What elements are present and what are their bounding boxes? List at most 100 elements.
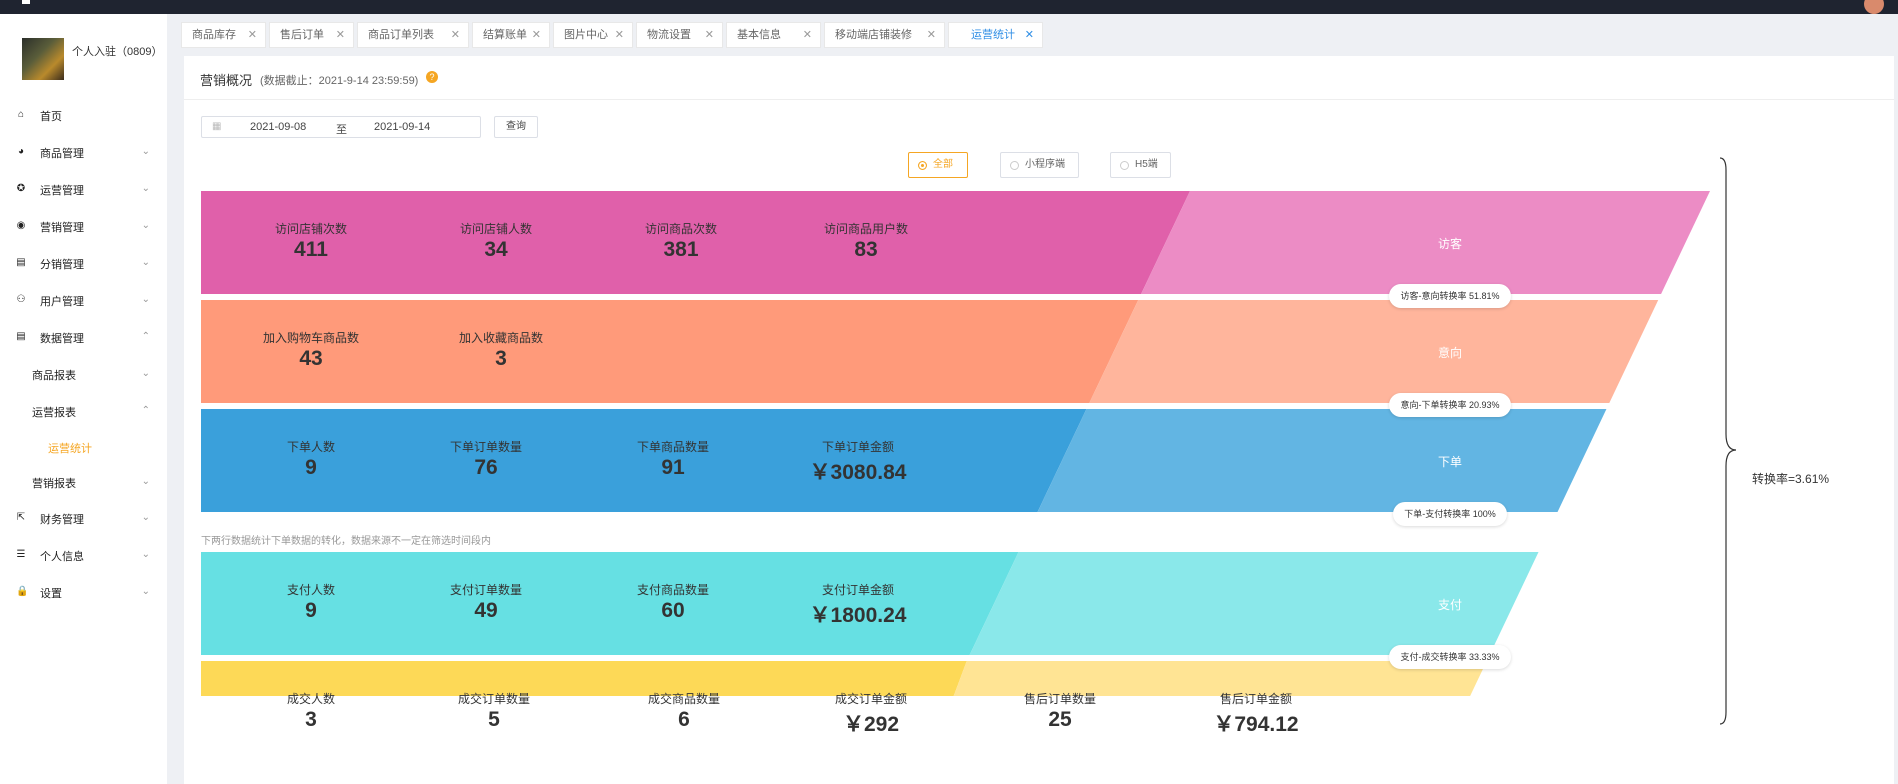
metric-card: 访问商品次数 381 — [611, 220, 751, 262]
tab-item[interactable]: 图片中心 ✕ — [553, 22, 633, 48]
sidebar-sub-marketing-report[interactable]: 营销报表 ⌄ — [0, 471, 167, 493]
chevron-down-icon: ⌄ — [141, 549, 150, 560]
query-button[interactable]: 查询 — [494, 116, 538, 138]
sidebar-sub-ops-stats[interactable]: 运营统计 — [0, 436, 167, 458]
tab-item[interactable]: 商品库存 ✕ — [181, 22, 266, 48]
chevron-down-icon: ⌄ — [141, 294, 150, 305]
conversion-rate-badge: 意向-下单转换率 20.93% — [1389, 393, 1511, 417]
sidebar-item-4[interactable]: ◉ 营销管理 ⌄ — [0, 215, 167, 237]
sidebar-sub-label: 商品报表 — [32, 370, 76, 382]
radio-option[interactable]: 全部 — [908, 152, 968, 178]
metric-value: 3 — [495, 347, 507, 370]
tab-item[interactable]: 基本信息 ✕ — [726, 22, 821, 48]
funnel-stage-2 — [1089, 300, 1659, 403]
close-icon[interactable]: ✕ — [1024, 29, 1034, 41]
funnel-stage-label: 下单 — [1437, 454, 1462, 469]
users-icon: ⚇ — [16, 294, 26, 305]
sidebar-item-label: 分销管理 — [40, 259, 84, 271]
funnel-band-2 — [201, 300, 1139, 403]
tab-item[interactable]: 商品订单列表 ✕ — [357, 22, 469, 48]
metric-value: 43 — [299, 347, 323, 370]
tab-label: 运营统计 — [971, 29, 1015, 41]
metric-label: 成交订单金额 — [834, 692, 907, 706]
metric-card: 支付商品数量 60 — [603, 581, 743, 623]
sidebar-item-label: 财务管理 — [40, 514, 84, 526]
radio-dot — [918, 161, 927, 170]
sidebar-item-1[interactable]: ⌂ 首页 — [0, 104, 167, 126]
list-icon: ☰ — [16, 549, 26, 560]
tab-label: 基本信息 — [737, 29, 781, 41]
metric-value: 76 — [474, 456, 498, 479]
date-range-picker[interactable]: ▦ 2021-09-08 至 2021-09-14 — [201, 116, 481, 138]
tab-item[interactable]: 运营统计 ✕ — [948, 22, 1043, 48]
metric-label: 下单订单金额 — [821, 440, 894, 454]
metric-card: 加入购物车商品数 43 — [241, 329, 381, 371]
metric-value: ￥292 — [842, 713, 900, 736]
sidebar-item-bottom-2[interactable]: ☰ 个人信息 ⌄ — [0, 544, 167, 566]
metric-card: 下单订单数量 76 — [416, 438, 556, 480]
tab-label: 物流设置 — [647, 29, 691, 41]
radio-option[interactable]: H5端 — [1110, 152, 1171, 178]
tab-item[interactable]: 结算账单 ✕ — [472, 22, 550, 48]
close-icon[interactable]: ✕ — [926, 29, 936, 41]
sidebar-item-7[interactable]: ▤ 数据管理 ⌃ — [0, 326, 167, 348]
close-icon[interactable]: ✕ — [335, 29, 345, 41]
funnel-stage-4 — [969, 552, 1539, 655]
close-icon[interactable]: ✕ — [704, 29, 714, 41]
close-icon[interactable]: ✕ — [614, 29, 624, 41]
tab-item[interactable]: 移动端店铺装修 ✕ — [824, 22, 945, 48]
help-icon[interactable]: ? — [426, 71, 438, 83]
chevron-up-icon: ⌃ — [141, 331, 150, 342]
sidebar-item-label: 首页 — [40, 111, 62, 123]
metric-value: 3 — [305, 708, 317, 731]
sidebar: 个人入驻（0809） ⌂ 首页 ◕ 商品管理 ⌄ ✪ 运营管理 ⌄ ◉ 营销管理 ⌄ ▤ 分销管理 ⌄ ⚇ 用… — [0, 14, 167, 784]
metric-value: ￥794.12 — [1213, 713, 1299, 736]
chevron-down-icon: ⌄ — [141, 476, 150, 487]
tab-label: 移动端店铺装修 — [835, 29, 912, 41]
tab-bar: 商品库存 ✕ 售后订单 ✕ 商品订单列表 ✕ 结算账单 ✕ 图片中心 ✕ 物流设置 ✕ 基本信息 ✕ 移动端… — [181, 22, 1898, 48]
tab-item[interactable]: 物流设置 ✕ — [636, 22, 723, 48]
end-date[interactable]: 2021-09-14 — [374, 121, 431, 133]
radio-label: 小程序端 — [1025, 159, 1065, 170]
funnel-band-1 — [201, 191, 1190, 294]
radio-option[interactable]: 小程序端 — [1000, 152, 1079, 178]
close-icon[interactable]: ✕ — [802, 29, 812, 41]
sidebar-item-bottom-3[interactable]: 🔒 设置 ⌄ — [0, 581, 167, 603]
metric-label: 支付人数 — [286, 583, 335, 597]
chevron-down-icon: ⌄ — [141, 586, 150, 597]
metric-card: 支付人数 9 — [241, 581, 381, 623]
sidebar-item-2[interactable]: ◕ 商品管理 ⌄ — [0, 141, 167, 163]
tab-label: 商品库存 — [192, 29, 236, 41]
lock-icon: 🔒 — [16, 586, 29, 597]
start-date[interactable]: 2021-09-08 — [250, 121, 307, 133]
sidebar-item-6[interactable]: ⚇ 用户管理 ⌄ — [0, 289, 167, 311]
conversion-rate-badge: 访客-意向转换率 51.81% — [1389, 284, 1511, 308]
metric-value: 6 — [678, 708, 690, 731]
top-bar — [0, 0, 1898, 14]
sidebar-item-bottom-1[interactable]: ⇱ 财务管理 ⌄ — [0, 507, 167, 529]
tab-label: 结算账单 — [483, 29, 527, 41]
sidebar-sub-label: 运营报表 — [32, 407, 76, 419]
sidebar-sub-label: 营销报表 — [32, 478, 76, 490]
data-cutoff-note: (数据截止：2021-9-14 23:59:59) — [260, 75, 419, 87]
close-icon[interactable]: ✕ — [531, 29, 541, 41]
close-icon[interactable]: ✕ — [247, 29, 257, 41]
metric-value: 83 — [854, 238, 878, 261]
user-avatar[interactable] — [1864, 0, 1884, 14]
metric-card: 售后订单金额 ￥794.12 — [1186, 690, 1326, 738]
sidebar-sub-ops-report[interactable]: 运营报表 ⌃ — [0, 400, 167, 422]
sidebar-sub-product-report[interactable]: 商品报表 ⌄ — [0, 363, 167, 385]
close-icon[interactable]: ✕ — [450, 29, 460, 41]
sidebar-item-3[interactable]: ✪ 运营管理 ⌄ — [0, 178, 167, 200]
metric-card: 成交订单数量 5 — [424, 690, 564, 732]
metric-label: 成交订单数量 — [457, 692, 530, 706]
metric-card: 加入收藏商品数 3 — [431, 329, 571, 371]
home-icon: ⌂ — [17, 109, 25, 120]
chevron-down-icon: ⌄ — [141, 512, 150, 523]
metric-card: 访问店铺次数 411 — [241, 220, 381, 262]
conversion-brace — [1719, 157, 1737, 725]
tab-item[interactable]: 售后订单 ✕ — [269, 22, 354, 48]
sidebar-item-5[interactable]: ▤ 分销管理 ⌄ — [0, 252, 167, 274]
metric-value: 5 — [488, 708, 500, 731]
document-icon: ▤ — [16, 257, 26, 268]
